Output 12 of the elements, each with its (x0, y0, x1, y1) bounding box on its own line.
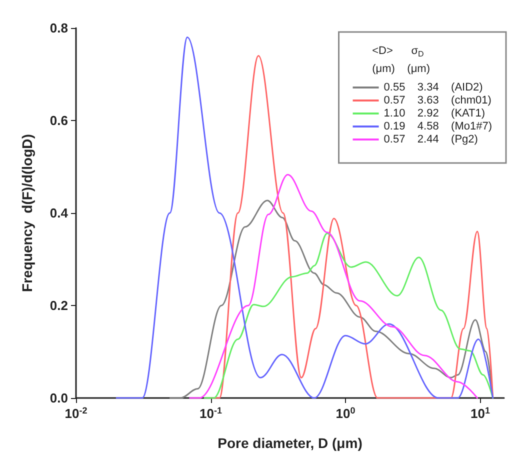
y-tick-label: 0.6 (50, 113, 68, 128)
legend-label: 0.57 2.44 (Pg2) (384, 134, 478, 146)
x-axis-title: Pore diameter, D (μm) (218, 435, 362, 451)
legend-label: 0.55 3.34 (AID2) (384, 82, 483, 94)
y-tick-label: 0.2 (50, 298, 68, 313)
y-axis-title: Frequency d(F)/d(logD) (19, 134, 35, 292)
y-tick-label: 0.4 (50, 206, 69, 220)
legend-label: 0.19 4.58 (Mo1#7) (384, 120, 492, 132)
y-tick-label: 0.8 (50, 20, 68, 36)
legend-label: 1.10 2.92 (KAT1) (384, 108, 486, 120)
legend-label: 0.57 3.63 (chm01) (384, 94, 492, 106)
y-tick-label: 0.0 (50, 390, 68, 406)
